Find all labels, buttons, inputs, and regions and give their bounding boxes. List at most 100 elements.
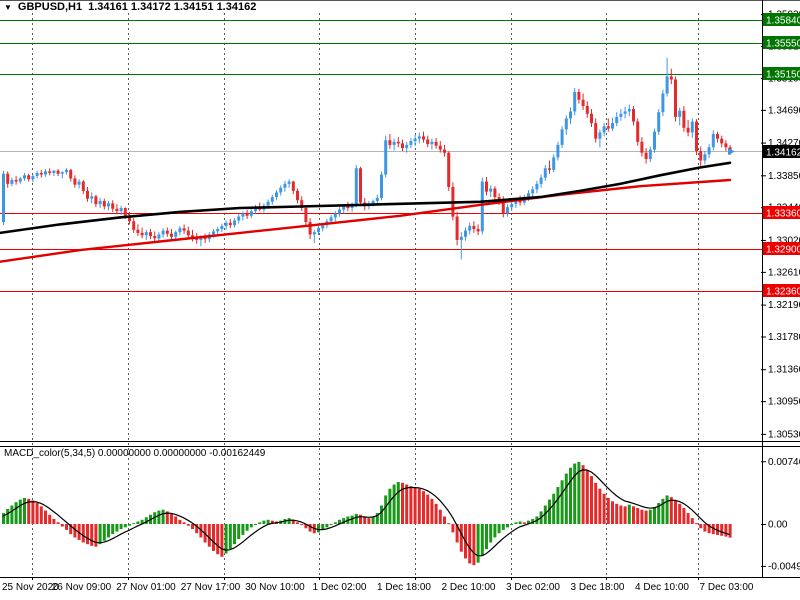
macd-bar: [39, 506, 43, 524]
candle-bull: [199, 236, 203, 240]
macd-bar: [657, 503, 661, 524]
macd-bar: [153, 512, 157, 524]
level-price-badge-text: 1.35150: [766, 70, 800, 81]
candle-bear: [102, 200, 106, 207]
candle-bear: [245, 213, 249, 216]
macd-bar: [98, 524, 102, 545]
chevron-down-icon[interactable]: ▼: [4, 2, 12, 12]
macd-bar: [531, 518, 535, 524]
macd-bar: [422, 491, 425, 524]
candle-bull: [665, 76, 669, 94]
candle-bull: [178, 228, 182, 233]
current-price-badge-text: 1.34162: [766, 148, 800, 159]
macd-bar: [182, 522, 186, 524]
candle-bull: [254, 207, 257, 212]
macd-bar: [417, 488, 421, 524]
candle-bull: [10, 179, 14, 184]
candle-bull: [627, 109, 631, 112]
candle-bear: [476, 229, 480, 232]
macd-bar: [564, 473, 568, 524]
candle-bear: [674, 79, 677, 117]
macd-bar: [157, 510, 161, 524]
candle-bull: [409, 141, 413, 145]
macd-bar: [48, 514, 52, 524]
macd-bar: [476, 524, 480, 563]
candle-bull: [375, 197, 379, 201]
candle-bear: [443, 149, 446, 153]
macd-bar: [317, 524, 320, 533]
macd-bar: [27, 498, 31, 524]
macd-bar: [170, 513, 173, 524]
macd-bar: [443, 516, 446, 524]
macd-bar: [333, 522, 337, 524]
candle-bear: [165, 230, 169, 234]
macd-bar: [518, 521, 522, 524]
macd-bar: [522, 522, 526, 524]
macd-bar: [56, 522, 60, 524]
macd-bar: [254, 524, 257, 525]
price-tick-label: 1.30530: [768, 429, 800, 440]
candle-bull: [60, 172, 64, 174]
candle-bull: [556, 144, 560, 158]
candle-bear: [606, 126, 610, 129]
candle-bull: [237, 216, 241, 221]
candle-bull: [312, 232, 316, 235]
macd-bar: [69, 524, 73, 535]
candle-bull: [338, 209, 341, 214]
candle-bull: [350, 204, 354, 209]
candle-bear: [388, 140, 392, 145]
candle-bear: [577, 91, 581, 100]
price-tick-label: 1.30950: [768, 397, 800, 408]
macd-bar: [350, 515, 354, 524]
time-label: 7 Dec 03:00: [700, 582, 754, 593]
candle-bull: [510, 204, 514, 208]
level-price-badge-text: 1.32360: [766, 287, 800, 298]
candle-bear: [94, 196, 98, 205]
macd-bar: [720, 524, 724, 536]
candle-bull: [468, 225, 472, 231]
macd-tick-label: 0.00: [768, 520, 788, 531]
candle-bear: [56, 170, 60, 174]
candle-bull: [144, 232, 148, 236]
candle-bull: [224, 222, 228, 226]
macd-bar: [619, 505, 623, 524]
candle-bear: [308, 222, 312, 235]
candle-bull: [535, 183, 539, 190]
candle-bear: [682, 110, 686, 128]
macd-bar: [174, 516, 178, 524]
macd-bar: [35, 503, 39, 524]
candle-bear: [170, 233, 173, 237]
candle-bear: [136, 229, 140, 233]
macd-bar: [308, 524, 312, 532]
level-price-badge: [763, 13, 800, 26]
candle-bull: [598, 132, 602, 139]
candle-bear: [203, 236, 207, 240]
price-tick-label: 1.33020: [768, 235, 800, 246]
candle-bull: [459, 236, 463, 240]
candle-bull: [287, 181, 291, 184]
candle-bull: [619, 113, 623, 117]
candle-bull: [514, 200, 518, 205]
macd-bar: [354, 513, 358, 524]
candle-bear: [455, 216, 459, 240]
candle-bear: [720, 138, 724, 144]
level-price-badge: [763, 67, 800, 80]
time-label: 27 Nov 01:00: [116, 582, 176, 593]
candle-bear: [182, 228, 186, 231]
candle-bull: [648, 149, 652, 159]
candle-bear: [548, 168, 551, 170]
macd-bar: [396, 482, 400, 524]
candle-bear: [695, 121, 698, 152]
candle-bull: [157, 234, 161, 239]
macd-bar: [548, 499, 551, 524]
macd-bar: [623, 506, 627, 524]
level-price-badge: [763, 284, 800, 297]
macd-bar: [648, 509, 652, 524]
title-ohlc-values: 1.34161 1.34172 1.34151 1.34162: [88, 1, 257, 13]
moving-average-black: [0, 161, 732, 235]
macd-bar: [380, 505, 383, 524]
macd-bar: [690, 518, 694, 524]
candle-bear: [195, 237, 199, 240]
macd-bar: [447, 523, 451, 525]
